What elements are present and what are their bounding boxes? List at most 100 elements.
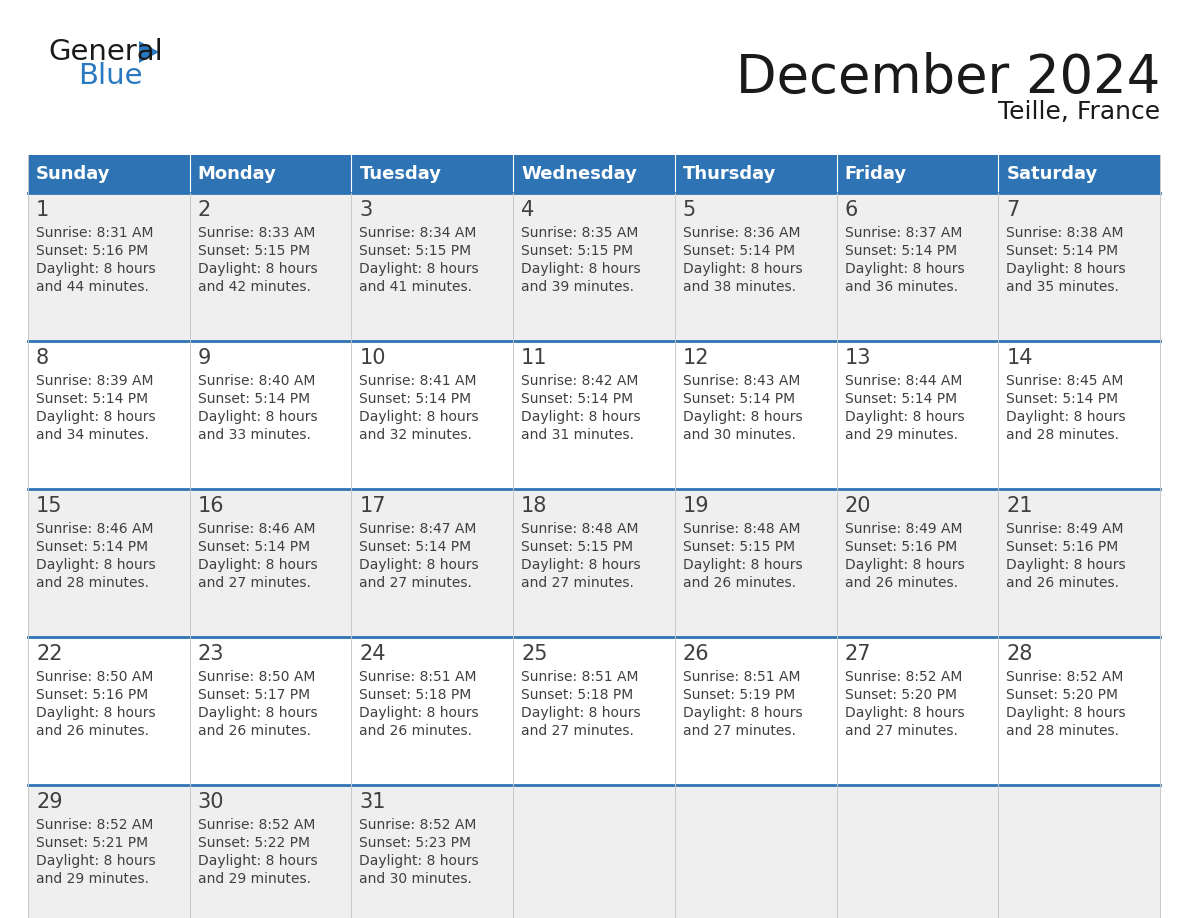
Text: Sunrise: 8:44 AM: Sunrise: 8:44 AM (845, 374, 962, 388)
Text: and 42 minutes.: and 42 minutes. (197, 280, 310, 294)
Text: Daylight: 8 hours: Daylight: 8 hours (1006, 410, 1126, 424)
Text: 26: 26 (683, 644, 709, 664)
Text: and 27 minutes.: and 27 minutes. (360, 576, 473, 590)
Text: 4: 4 (522, 200, 535, 220)
Text: and 27 minutes.: and 27 minutes. (522, 724, 634, 738)
Text: 28: 28 (1006, 644, 1032, 664)
Text: Monday: Monday (197, 165, 277, 183)
Text: Sunset: 5:18 PM: Sunset: 5:18 PM (522, 688, 633, 702)
Text: 6: 6 (845, 200, 858, 220)
Text: and 26 minutes.: and 26 minutes. (1006, 576, 1119, 590)
Text: Sunrise: 8:52 AM: Sunrise: 8:52 AM (197, 818, 315, 832)
Text: 20: 20 (845, 496, 871, 516)
Text: Sunrise: 8:49 AM: Sunrise: 8:49 AM (1006, 522, 1124, 536)
Text: Sunrise: 8:52 AM: Sunrise: 8:52 AM (360, 818, 476, 832)
Text: Daylight: 8 hours: Daylight: 8 hours (845, 706, 965, 720)
Text: Sunset: 5:15 PM: Sunset: 5:15 PM (197, 244, 310, 258)
Text: Sunrise: 8:41 AM: Sunrise: 8:41 AM (360, 374, 476, 388)
Text: and 28 minutes.: and 28 minutes. (36, 576, 148, 590)
Text: Sunset: 5:14 PM: Sunset: 5:14 PM (845, 244, 956, 258)
Text: Sunrise: 8:51 AM: Sunrise: 8:51 AM (522, 670, 639, 684)
Text: 5: 5 (683, 200, 696, 220)
Text: and 28 minutes.: and 28 minutes. (1006, 724, 1119, 738)
Text: Daylight: 8 hours: Daylight: 8 hours (36, 410, 156, 424)
Text: 9: 9 (197, 348, 211, 368)
Text: Daylight: 8 hours: Daylight: 8 hours (197, 558, 317, 572)
Text: Daylight: 8 hours: Daylight: 8 hours (1006, 706, 1126, 720)
Text: Sunset: 5:14 PM: Sunset: 5:14 PM (1006, 392, 1118, 406)
Text: 12: 12 (683, 348, 709, 368)
Text: Sunrise: 8:49 AM: Sunrise: 8:49 AM (845, 522, 962, 536)
Bar (29, 341, 1159, 489)
Text: Daylight: 8 hours: Daylight: 8 hours (845, 410, 965, 424)
Text: Sunrise: 8:50 AM: Sunrise: 8:50 AM (36, 670, 153, 684)
Text: 29: 29 (36, 792, 63, 812)
Text: Saturday: Saturday (1006, 165, 1098, 183)
Text: Sunset: 5:16 PM: Sunset: 5:16 PM (36, 244, 148, 258)
Text: Sunset: 5:14 PM: Sunset: 5:14 PM (1006, 244, 1118, 258)
Text: 16: 16 (197, 496, 225, 516)
Text: Sunrise: 8:48 AM: Sunrise: 8:48 AM (683, 522, 801, 536)
Text: Sunset: 5:14 PM: Sunset: 5:14 PM (522, 392, 633, 406)
Text: Daylight: 8 hours: Daylight: 8 hours (197, 262, 317, 276)
Text: Sunrise: 8:52 AM: Sunrise: 8:52 AM (36, 818, 153, 832)
Text: Daylight: 8 hours: Daylight: 8 hours (845, 262, 965, 276)
Text: and 26 minutes.: and 26 minutes. (683, 576, 796, 590)
Text: Sunset: 5:14 PM: Sunset: 5:14 PM (36, 540, 148, 554)
Text: and 27 minutes.: and 27 minutes. (683, 724, 796, 738)
Text: and 27 minutes.: and 27 minutes. (197, 576, 310, 590)
Text: Sunrise: 8:51 AM: Sunrise: 8:51 AM (360, 670, 476, 684)
Text: Sunrise: 8:48 AM: Sunrise: 8:48 AM (522, 522, 639, 536)
Text: Sunset: 5:21 PM: Sunset: 5:21 PM (36, 836, 148, 850)
Text: Daylight: 8 hours: Daylight: 8 hours (683, 706, 802, 720)
Text: Sunset: 5:16 PM: Sunset: 5:16 PM (1006, 540, 1119, 554)
Text: Wednesday: Wednesday (522, 165, 637, 183)
Text: Sunrise: 8:43 AM: Sunrise: 8:43 AM (683, 374, 801, 388)
Text: Sunrise: 8:47 AM: Sunrise: 8:47 AM (360, 522, 476, 536)
Text: Sunrise: 8:50 AM: Sunrise: 8:50 AM (197, 670, 315, 684)
Text: and 39 minutes.: and 39 minutes. (522, 280, 634, 294)
Text: 30: 30 (197, 792, 225, 812)
Text: and 34 minutes.: and 34 minutes. (36, 428, 148, 442)
Text: 3: 3 (360, 200, 373, 220)
Text: Daylight: 8 hours: Daylight: 8 hours (36, 854, 156, 868)
Text: Sunset: 5:20 PM: Sunset: 5:20 PM (1006, 688, 1118, 702)
Text: Sunset: 5:14 PM: Sunset: 5:14 PM (360, 392, 472, 406)
Text: Sunset: 5:15 PM: Sunset: 5:15 PM (683, 540, 795, 554)
Text: and 38 minutes.: and 38 minutes. (683, 280, 796, 294)
Text: and 30 minutes.: and 30 minutes. (683, 428, 796, 442)
Text: Daylight: 8 hours: Daylight: 8 hours (683, 410, 802, 424)
Text: Sunday: Sunday (36, 165, 110, 183)
Text: Sunset: 5:14 PM: Sunset: 5:14 PM (845, 392, 956, 406)
Text: Daylight: 8 hours: Daylight: 8 hours (522, 706, 640, 720)
Text: Blue: Blue (78, 62, 143, 90)
Text: 8: 8 (36, 348, 49, 368)
Text: 24: 24 (360, 644, 386, 664)
Text: and 29 minutes.: and 29 minutes. (845, 428, 958, 442)
Text: Daylight: 8 hours: Daylight: 8 hours (197, 410, 317, 424)
Bar (513, 155, 675, 193)
Text: 19: 19 (683, 496, 709, 516)
Text: Sunset: 5:14 PM: Sunset: 5:14 PM (197, 540, 310, 554)
Text: Sunset: 5:14 PM: Sunset: 5:14 PM (683, 244, 795, 258)
Text: and 32 minutes.: and 32 minutes. (360, 428, 473, 442)
Text: Sunrise: 8:52 AM: Sunrise: 8:52 AM (1006, 670, 1124, 684)
Text: Daylight: 8 hours: Daylight: 8 hours (36, 558, 156, 572)
Text: Sunrise: 8:34 AM: Sunrise: 8:34 AM (360, 226, 476, 240)
Text: General: General (48, 38, 163, 66)
Text: Daylight: 8 hours: Daylight: 8 hours (360, 262, 479, 276)
Text: Daylight: 8 hours: Daylight: 8 hours (522, 262, 640, 276)
Text: and 27 minutes.: and 27 minutes. (522, 576, 634, 590)
Text: Sunset: 5:23 PM: Sunset: 5:23 PM (360, 836, 472, 850)
Bar (675, 155, 836, 193)
Text: Sunset: 5:14 PM: Sunset: 5:14 PM (36, 392, 148, 406)
Text: Daylight: 8 hours: Daylight: 8 hours (683, 558, 802, 572)
Text: 23: 23 (197, 644, 225, 664)
Text: Sunrise: 8:46 AM: Sunrise: 8:46 AM (197, 522, 315, 536)
Text: Sunrise: 8:45 AM: Sunrise: 8:45 AM (1006, 374, 1124, 388)
Text: Sunset: 5:15 PM: Sunset: 5:15 PM (522, 244, 633, 258)
Text: Daylight: 8 hours: Daylight: 8 hours (360, 558, 479, 572)
Text: Tuesday: Tuesday (360, 165, 442, 183)
Text: 31: 31 (360, 792, 386, 812)
Text: Daylight: 8 hours: Daylight: 8 hours (522, 558, 640, 572)
